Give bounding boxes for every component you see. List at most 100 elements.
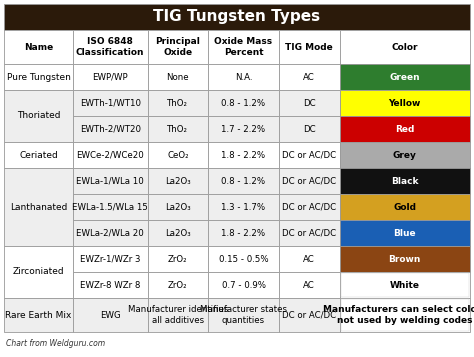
Bar (340, 273, 469, 297)
Text: DC or AC/DC: DC or AC/DC (282, 176, 336, 186)
Bar (147, 30, 208, 64)
Bar (279, 168, 339, 194)
Bar (147, 90, 208, 116)
Bar (73, 64, 147, 90)
Text: Blue: Blue (393, 228, 416, 237)
Bar (340, 299, 469, 331)
Bar (147, 64, 208, 90)
Text: N.A.: N.A. (235, 72, 252, 81)
Text: 0.7 - 0.9%: 0.7 - 0.9% (221, 281, 265, 290)
Text: Manufacturer states
quantities: Manufacturer states quantities (200, 305, 287, 325)
Bar (279, 90, 339, 116)
Text: Thoriated: Thoriated (17, 111, 60, 121)
Text: 1.8 - 2.2%: 1.8 - 2.2% (221, 151, 265, 160)
Text: AC: AC (303, 72, 315, 81)
Text: Name: Name (24, 42, 53, 51)
Text: La2O₃: La2O₃ (165, 228, 191, 237)
Text: AC: AC (303, 255, 315, 263)
Bar (4, 142, 73, 168)
Text: TIG Tungsten Types: TIG Tungsten Types (154, 10, 320, 25)
Bar (339, 246, 470, 272)
Bar (279, 298, 339, 332)
Bar (208, 64, 279, 90)
Bar (73, 142, 147, 168)
Text: ThO₂: ThO₂ (167, 125, 188, 134)
Bar (279, 30, 339, 64)
Text: ZrO₂: ZrO₂ (168, 255, 188, 263)
Text: Black: Black (391, 176, 419, 186)
Bar (279, 272, 339, 298)
Bar (208, 272, 279, 298)
Text: Rare Earth Mix: Rare Earth Mix (5, 311, 72, 320)
Bar (339, 30, 470, 64)
Text: Green: Green (390, 72, 420, 81)
Text: 1.8 - 2.2%: 1.8 - 2.2% (221, 228, 265, 237)
Bar (339, 272, 470, 298)
Bar (339, 64, 470, 90)
Text: Ceriated: Ceriated (19, 151, 58, 160)
Bar (339, 298, 470, 332)
Text: Zirconiated: Zirconiated (13, 267, 64, 277)
Text: EWTh-1/WT10: EWTh-1/WT10 (80, 99, 141, 107)
Bar (279, 194, 339, 220)
Text: ISO 6848
Classification: ISO 6848 Classification (76, 37, 145, 57)
Bar (339, 194, 470, 220)
Text: 0.8 - 1.2%: 0.8 - 1.2% (221, 99, 265, 107)
Bar (147, 220, 208, 246)
Text: CeO₂: CeO₂ (167, 151, 189, 160)
Bar (73, 220, 147, 246)
Bar (73, 116, 147, 142)
Text: 1.3 - 1.7%: 1.3 - 1.7% (221, 202, 265, 211)
Text: EWLa-2/WLa 20: EWLa-2/WLa 20 (76, 228, 144, 237)
Bar (339, 116, 470, 142)
Text: AC: AC (303, 281, 315, 290)
Text: Manufacturers can select colors
not used by welding codes: Manufacturers can select colors not used… (323, 305, 474, 325)
Bar (4, 30, 73, 64)
Text: Yellow: Yellow (389, 99, 421, 107)
Text: DC or AC/DC: DC or AC/DC (282, 202, 336, 211)
Bar (339, 220, 470, 246)
Bar (147, 168, 208, 194)
Text: EWCe-2/WCe20: EWCe-2/WCe20 (76, 151, 144, 160)
Bar (339, 90, 470, 116)
Text: 1.7 - 2.2%: 1.7 - 2.2% (221, 125, 265, 134)
Bar (147, 116, 208, 142)
Bar (73, 298, 147, 332)
Bar (208, 30, 279, 64)
Text: Chart from Weldguru.com: Chart from Weldguru.com (6, 340, 105, 348)
Text: Grey: Grey (393, 151, 417, 160)
Bar (208, 168, 279, 194)
Text: La2O₃: La2O₃ (165, 176, 191, 186)
Bar (147, 298, 208, 332)
Text: La2O₃: La2O₃ (165, 202, 191, 211)
Bar (73, 30, 147, 64)
Text: EWG: EWG (100, 311, 120, 320)
Bar (208, 246, 279, 272)
Bar (147, 194, 208, 220)
Bar (147, 246, 208, 272)
Text: Brown: Brown (389, 255, 421, 263)
Text: 0.8 - 1.2%: 0.8 - 1.2% (221, 176, 265, 186)
Bar (339, 168, 470, 194)
Bar (208, 116, 279, 142)
Text: ZrO₂: ZrO₂ (168, 281, 188, 290)
Bar (279, 116, 339, 142)
Bar (147, 142, 208, 168)
Bar (73, 194, 147, 220)
Bar (208, 220, 279, 246)
Text: None: None (166, 72, 189, 81)
Bar (208, 194, 279, 220)
Bar (279, 220, 339, 246)
Text: Manufacturer identifies
all additives: Manufacturer identifies all additives (128, 305, 228, 325)
Text: Pure Tungsten: Pure Tungsten (7, 72, 71, 81)
Text: EWLa-1.5/WLa 15: EWLa-1.5/WLa 15 (73, 202, 148, 211)
Text: EWZr-8 WZr 8: EWZr-8 WZr 8 (80, 281, 140, 290)
Text: ThO₂: ThO₂ (167, 99, 188, 107)
Text: Oxide Mass
Percent: Oxide Mass Percent (214, 37, 273, 57)
Text: EWTh-2/WT20: EWTh-2/WT20 (80, 125, 141, 134)
Text: Color: Color (392, 42, 418, 51)
Text: TIG Mode: TIG Mode (285, 42, 333, 51)
Bar (208, 142, 279, 168)
Bar (73, 272, 147, 298)
Bar (339, 142, 470, 168)
